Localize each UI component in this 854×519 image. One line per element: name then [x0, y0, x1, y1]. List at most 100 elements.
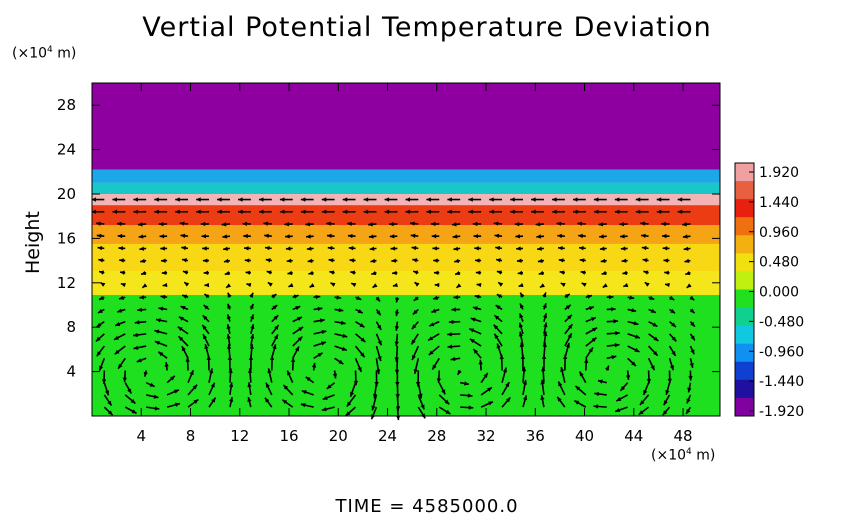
arrow-head	[579, 258, 585, 263]
wind-arrow-19	[124, 394, 136, 405]
arrow-head	[91, 197, 97, 202]
arrow-head	[689, 308, 695, 314]
arrow-head	[377, 324, 382, 330]
wind-arrow-428	[578, 233, 586, 239]
arrow-head	[341, 346, 347, 351]
arrow-head	[229, 397, 234, 402]
arrow-head	[488, 401, 494, 406]
arrow-head	[542, 313, 548, 319]
colorbar-label: 0.960	[759, 225, 799, 241]
wind-arrow-171	[292, 294, 299, 299]
arrow-head	[447, 209, 452, 214]
wind-arrow-159	[263, 221, 272, 226]
arrow-head	[572, 209, 578, 214]
arrow-head	[227, 292, 232, 298]
arrow-head	[650, 365, 655, 371]
arrow-head	[543, 322, 548, 328]
wind-arrow-108	[229, 396, 234, 408]
arrow-head	[578, 233, 583, 239]
arrow-head	[154, 209, 159, 214]
wind-arrow-121	[223, 246, 231, 251]
arrow-head	[682, 234, 688, 239]
x-tick-label: 28	[427, 427, 446, 445]
wind-arrow-200	[326, 382, 336, 390]
arrow-head	[394, 311, 400, 317]
wind-arrow-203	[334, 345, 348, 352]
wind-arrow-465	[619, 221, 628, 227]
arrow-head	[264, 397, 270, 403]
wind-arrow-502	[656, 209, 670, 214]
arrow-head	[175, 209, 180, 214]
arrow-head	[644, 282, 650, 287]
arrow-head	[621, 258, 627, 263]
x-tick-label: 4	[136, 427, 146, 445]
arrow-head	[593, 404, 599, 409]
arrow-head	[635, 209, 641, 214]
arrow-head	[590, 317, 596, 322]
arrow-head	[342, 197, 348, 202]
x-unit-exponent: 4	[686, 447, 692, 457]
arrow-head	[185, 357, 190, 362]
arrow-head	[104, 390, 110, 396]
arrow-head	[326, 221, 331, 226]
arrow-head	[154, 406, 160, 411]
wind-arrow-298	[434, 282, 440, 288]
wind-arrow-385	[542, 313, 548, 322]
arrow-head	[184, 282, 190, 287]
wind-arrow-2	[103, 382, 110, 396]
arrow-head	[671, 336, 677, 342]
wind-arrow-92	[208, 368, 214, 383]
arrow-head	[117, 233, 123, 239]
arrow-head	[178, 336, 184, 342]
arrow-head	[447, 344, 453, 349]
x-tick-label: 36	[526, 427, 545, 445]
wind-arrow-180	[300, 403, 314, 408]
colorbar-swatch	[735, 289, 754, 309]
wind-arrow-316	[455, 283, 462, 289]
wind-arrow-240	[375, 333, 383, 346]
arrow-head	[519, 313, 524, 319]
wind-arrow-123	[221, 222, 230, 227]
wind-arrow-58	[157, 351, 168, 359]
wind-arrow-462	[621, 258, 628, 263]
arrow-head	[394, 357, 399, 362]
colorbar-swatch	[735, 343, 754, 363]
arrow-head	[175, 197, 180, 202]
wind-arrow-55	[166, 389, 180, 396]
wind-arrow-263	[392, 270, 398, 276]
wind-arrow-85	[181, 245, 189, 251]
arrow-head	[682, 222, 687, 227]
wind-arrow-245	[371, 270, 377, 276]
y-axis-unit: (×104 m)	[12, 45, 76, 62]
arrow-head	[689, 295, 695, 301]
arrow-head	[202, 315, 208, 320]
wind-arrow-11	[98, 270, 105, 275]
wind-arrow-112	[226, 344, 232, 359]
arrow-head	[238, 197, 243, 202]
arrow-head	[542, 303, 547, 309]
arrow-head	[415, 381, 421, 387]
arrow-head	[395, 394, 400, 399]
wind-arrow-432	[593, 404, 607, 409]
wind-arrow-136	[246, 282, 252, 288]
arrow-head	[685, 270, 691, 276]
wind-arrow-139	[244, 246, 251, 251]
arrow-head	[537, 258, 543, 264]
wind-arrow-243	[375, 296, 381, 302]
wind-arrow-278	[412, 308, 419, 316]
wind-arrow-415	[574, 385, 587, 396]
arrow-head	[394, 326, 399, 331]
arrow-head	[493, 221, 499, 226]
arrow-head	[246, 282, 252, 288]
arrow-head	[311, 362, 317, 368]
wind-arrow-441	[606, 294, 614, 300]
wind-arrow-520	[677, 209, 691, 214]
arrow-head	[180, 306, 186, 311]
colorbar: 1.920 1.440 0.960 0.480 0.000 -0.480 -0.960 -1.…	[734, 162, 804, 420]
arrow-head	[496, 343, 501, 349]
wind-arrow-458	[627, 308, 637, 313]
arrow-head	[368, 222, 373, 227]
arrow-head	[635, 334, 640, 339]
arrow-head	[243, 233, 248, 239]
arrow-head	[356, 295, 362, 300]
